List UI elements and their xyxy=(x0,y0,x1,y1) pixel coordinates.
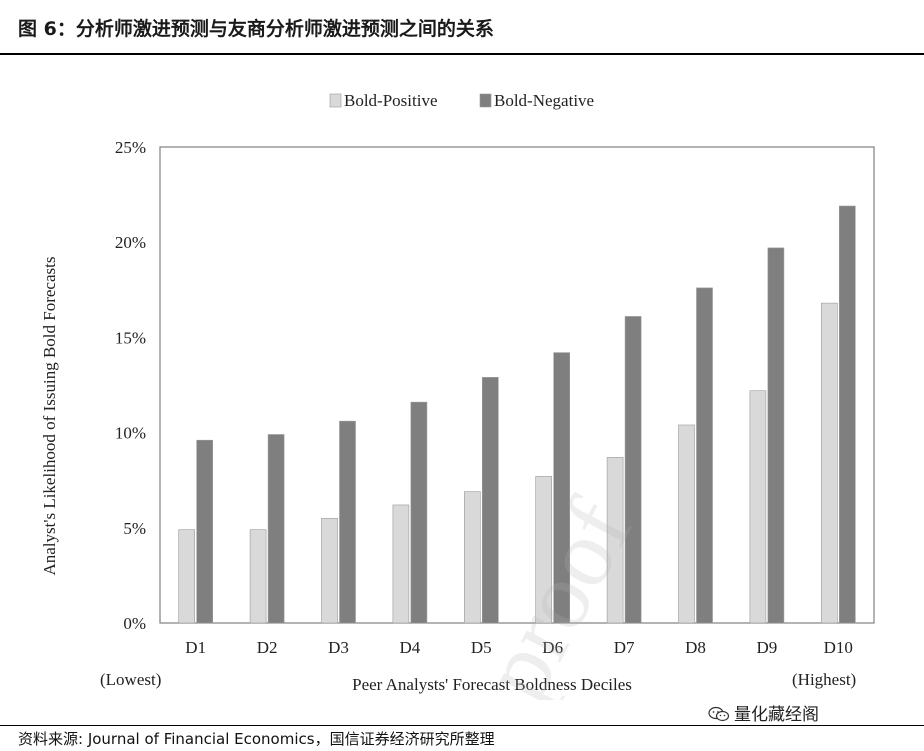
watermark-text: 量化藏经阁 xyxy=(734,705,819,725)
figure-title: 图 6：分析师激进预测与友商分析师激进预测之间的关系 xyxy=(18,18,494,40)
bar-bold-negative-d3 xyxy=(339,420,356,624)
x-tick-label: D5 xyxy=(471,638,492,657)
x-tick-label: D3 xyxy=(328,638,349,657)
figure-source: 资料来源: Journal of Financial Economics，国信证… xyxy=(18,730,495,748)
bar-bold-negative-d7 xyxy=(624,316,642,624)
wechat-icon xyxy=(708,706,730,722)
y-tick-label: 25% xyxy=(115,138,146,157)
bar-bold-positive-d9 xyxy=(749,390,767,624)
bar-bold-positive-d2 xyxy=(249,529,267,624)
y-tick-label: 10% xyxy=(115,424,146,443)
bar-bold-negative-d6 xyxy=(553,352,571,624)
bar-bold-negative-d4 xyxy=(410,401,428,624)
title-rule xyxy=(0,53,924,55)
y-tick-label: 0% xyxy=(123,614,146,633)
x-tick-label: D2 xyxy=(257,638,278,657)
x-annotation-lowest: (Lowest) xyxy=(100,670,161,689)
x-tick-label: D7 xyxy=(614,638,635,657)
x-axis-ticks: D1 D2 D3 D4 D5 D6 D7 D8 D9 D10 xyxy=(185,638,853,657)
watermark-logo: 量化藏经阁 xyxy=(708,700,819,725)
x-tick-label: D4 xyxy=(400,638,421,657)
x-tick-label: D9 xyxy=(757,638,778,657)
x-tick-label: D10 xyxy=(824,638,853,657)
bar-bold-negative-d1 xyxy=(196,439,213,624)
bar-bold-positive-d5 xyxy=(463,491,481,624)
bar-bold-negative-d10 xyxy=(838,205,856,624)
x-annotation-highest: (Highest) xyxy=(792,670,856,689)
legend-swatch xyxy=(329,93,342,108)
legend-label: Bold-Negative xyxy=(494,91,594,110)
x-tick-label: D6 xyxy=(542,638,563,657)
bar-bold-positive-d7 xyxy=(606,457,624,624)
plot-frame xyxy=(159,146,875,624)
bar-chart: Bold-Positive Bold-Negative Analyst's Lik… xyxy=(40,91,875,700)
x-tick-label: D8 xyxy=(685,638,706,657)
y-tick-label: 15% xyxy=(115,328,146,347)
legend-item: Bold-Negative xyxy=(479,91,594,110)
bar-bold-negative-d8 xyxy=(696,287,713,624)
y-axis-ticks: 0% 5% 10% 15% 20% 25% xyxy=(115,138,146,633)
y-tick-label: 20% xyxy=(115,233,146,252)
source-rule xyxy=(0,725,924,726)
y-axis-label: Analyst's Likelihood of Issuing Bold For… xyxy=(40,257,59,576)
bar-bold-negative-d9 xyxy=(767,247,785,624)
legend-swatch xyxy=(479,93,492,108)
x-axis-label: Peer Analysts' Forecast Boldness Deciles xyxy=(352,675,632,694)
chart-legend: Bold-Positive Bold-Negative xyxy=(329,91,594,110)
bar-bold-positive-d10 xyxy=(820,302,838,624)
bar-bold-negative-d2 xyxy=(267,434,285,624)
bar-bold-positive-d4 xyxy=(392,504,410,624)
bars xyxy=(178,205,856,624)
legend-label: Bold-Positive xyxy=(344,91,438,110)
legend-item: Bold-Positive xyxy=(329,91,438,110)
x-tick-label: D1 xyxy=(185,638,206,657)
bar-bold-positive-d1 xyxy=(178,529,195,624)
bar-bold-positive-d6 xyxy=(535,476,553,624)
bar-bold-positive-d3 xyxy=(321,517,338,624)
bar-bold-negative-d5 xyxy=(481,377,499,624)
bar-bold-positive-d8 xyxy=(678,424,695,624)
y-tick-label: 5% xyxy=(123,519,146,538)
